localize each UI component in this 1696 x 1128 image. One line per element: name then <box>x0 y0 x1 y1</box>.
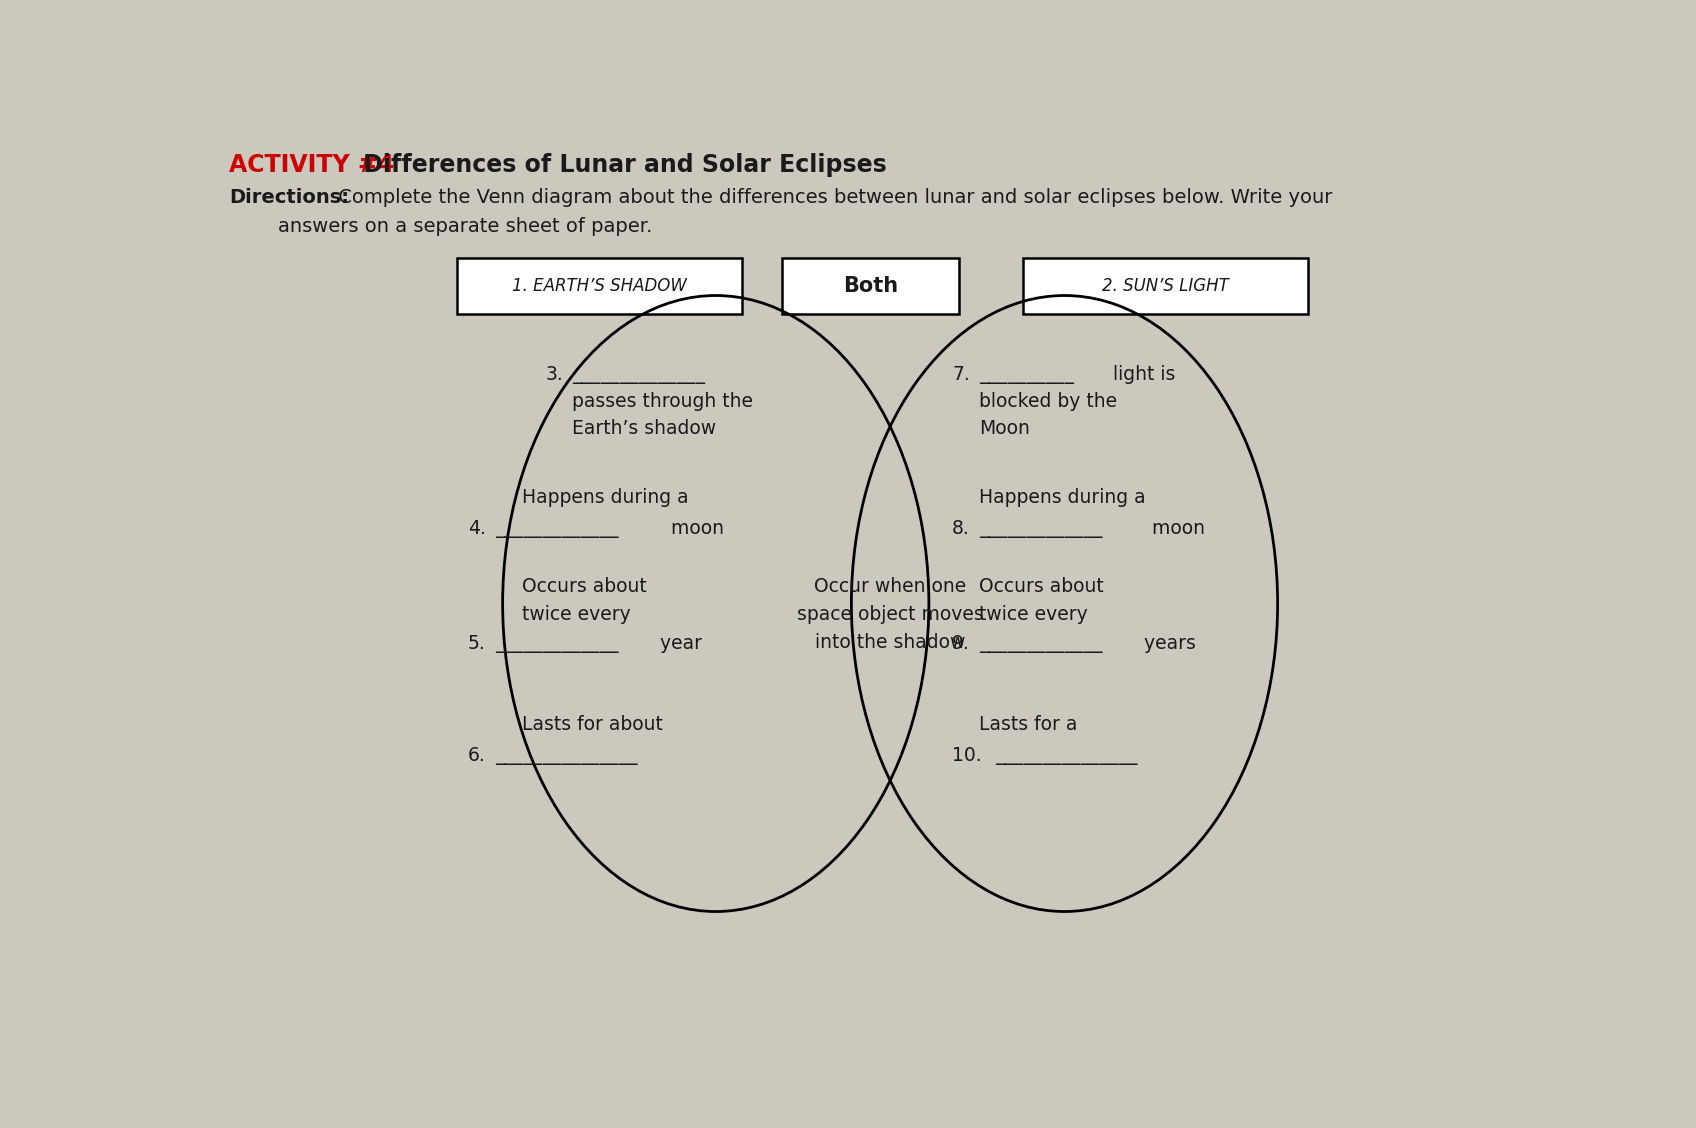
Text: year: year <box>653 634 702 653</box>
Text: 3.: 3. <box>544 364 563 384</box>
Text: Lasts for a: Lasts for a <box>979 715 1077 734</box>
Text: _____________: _____________ <box>979 634 1102 653</box>
Text: ACTIVITY #4: ACTIVITY #4 <box>229 153 393 177</box>
Text: Happens during a: Happens during a <box>979 488 1146 506</box>
Text: _____________: _____________ <box>495 519 619 538</box>
FancyBboxPatch shape <box>456 258 743 314</box>
Text: blocked by the: blocked by the <box>979 391 1118 411</box>
Text: moon: moon <box>665 519 724 538</box>
Text: 2. SUN’S LIGHT: 2. SUN’S LIGHT <box>1102 276 1228 294</box>
Text: light is: light is <box>1107 364 1175 384</box>
Text: answers on a separate sheet of paper.: answers on a separate sheet of paper. <box>278 217 653 236</box>
Text: 7.: 7. <box>951 364 970 384</box>
Text: 5.: 5. <box>468 634 485 653</box>
Text: Lasts for about: Lasts for about <box>522 715 663 734</box>
FancyBboxPatch shape <box>782 258 960 314</box>
Text: Directions:: Directions: <box>229 187 349 206</box>
Text: Occurs about: Occurs about <box>522 576 646 596</box>
Text: moon: moon <box>1146 519 1204 538</box>
Text: twice every: twice every <box>979 605 1089 624</box>
Text: space object moves: space object moves <box>797 605 984 624</box>
Text: Complete the Venn diagram about the differences between lunar and solar eclipses: Complete the Venn diagram about the diff… <box>332 187 1333 206</box>
Text: 4.: 4. <box>468 519 485 538</box>
Text: 10.: 10. <box>951 746 982 765</box>
Text: _____________: _____________ <box>979 519 1102 538</box>
Text: _______________: _______________ <box>996 746 1138 765</box>
FancyBboxPatch shape <box>1023 258 1308 314</box>
Text: ______________: ______________ <box>572 364 706 384</box>
Text: 1. EARTH’S SHADOW: 1. EARTH’S SHADOW <box>512 276 687 294</box>
Text: 9.: 9. <box>951 634 970 653</box>
Text: Occur when one: Occur when one <box>814 576 967 596</box>
Text: Occurs about: Occurs about <box>979 576 1104 596</box>
Text: Happens during a: Happens during a <box>522 488 689 506</box>
Text: _______________: _______________ <box>495 746 638 765</box>
Text: __________: __________ <box>979 364 1074 384</box>
Text: twice every: twice every <box>522 605 631 624</box>
Text: into the shadow: into the shadow <box>816 633 965 652</box>
Text: years: years <box>1138 634 1196 653</box>
Text: 6.: 6. <box>468 746 485 765</box>
Text: Earth’s shadow: Earth’s shadow <box>572 418 716 438</box>
Text: 8.: 8. <box>951 519 970 538</box>
Text: Moon: Moon <box>979 418 1029 438</box>
Text: _____________: _____________ <box>495 634 619 653</box>
Text: Both: Both <box>843 276 899 296</box>
Text: passes through the: passes through the <box>572 391 753 411</box>
Text: Differences of Lunar and Solar Eclipses: Differences of Lunar and Solar Eclipses <box>356 153 887 177</box>
